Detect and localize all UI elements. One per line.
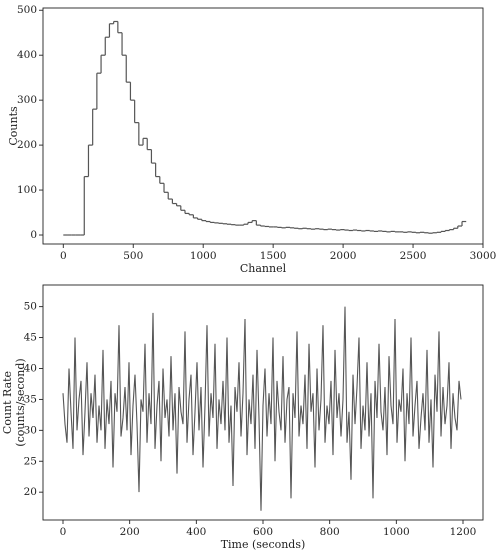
count-rate-line [62,306,462,511]
y-axis-label: (counts/second) [14,358,27,446]
y-tick-label: 300 [17,94,37,106]
x-tick-label: 1500 [260,250,287,262]
x-tick-label: 1000 [383,526,410,538]
y-axis-label: Counts [7,106,20,146]
plot-frame [42,7,484,245]
x-tick-label: 600 [253,526,273,538]
x-tick-label: 0 [60,250,67,262]
x-tick-label: 1200 [450,526,477,538]
chart-panel: 0 500 1000 1500 2000 2500 3000 0 100 200 300 400 500… [7,4,496,275]
y-tick-label: 100 [17,184,37,196]
x-tick-label: 400 [186,526,206,538]
y-tick-label: 45 [24,332,37,344]
y-tick-label: 50 [24,301,37,313]
y-tick-label: 25 [24,455,37,467]
y-tick-label: 500 [17,4,37,16]
x-tick-label: 1000 [190,250,217,262]
y-tick-label: 30 [24,424,37,436]
y-tick-label: 200 [17,139,37,151]
x-axis-label: Time (seconds) [221,538,306,550]
y-tick-label: 20 [24,486,37,498]
x-tick-label: 0 [60,526,67,538]
y-tick-label: 40 [24,362,37,374]
y-tick-label: 35 [24,393,37,405]
plot-frame [42,284,484,521]
x-tick-label: 2500 [400,250,427,262]
x-tick-label: 2000 [330,250,357,262]
x-tick-label: 500 [123,250,143,262]
chart-panel: 0 200 400 600 800 1000 1200 20 25 30 35 40 45 50 Time … [1,284,484,550]
x-tick-label: 3000 [470,250,497,262]
x-tick-label: 200 [120,526,140,538]
x-tick-label: 800 [320,526,340,538]
x-axis-label: Channel [240,262,287,275]
y-tick-label: 400 [17,49,37,61]
y-axis-label: Count Rate [1,371,14,434]
y-tick-label: 0 [30,229,37,241]
